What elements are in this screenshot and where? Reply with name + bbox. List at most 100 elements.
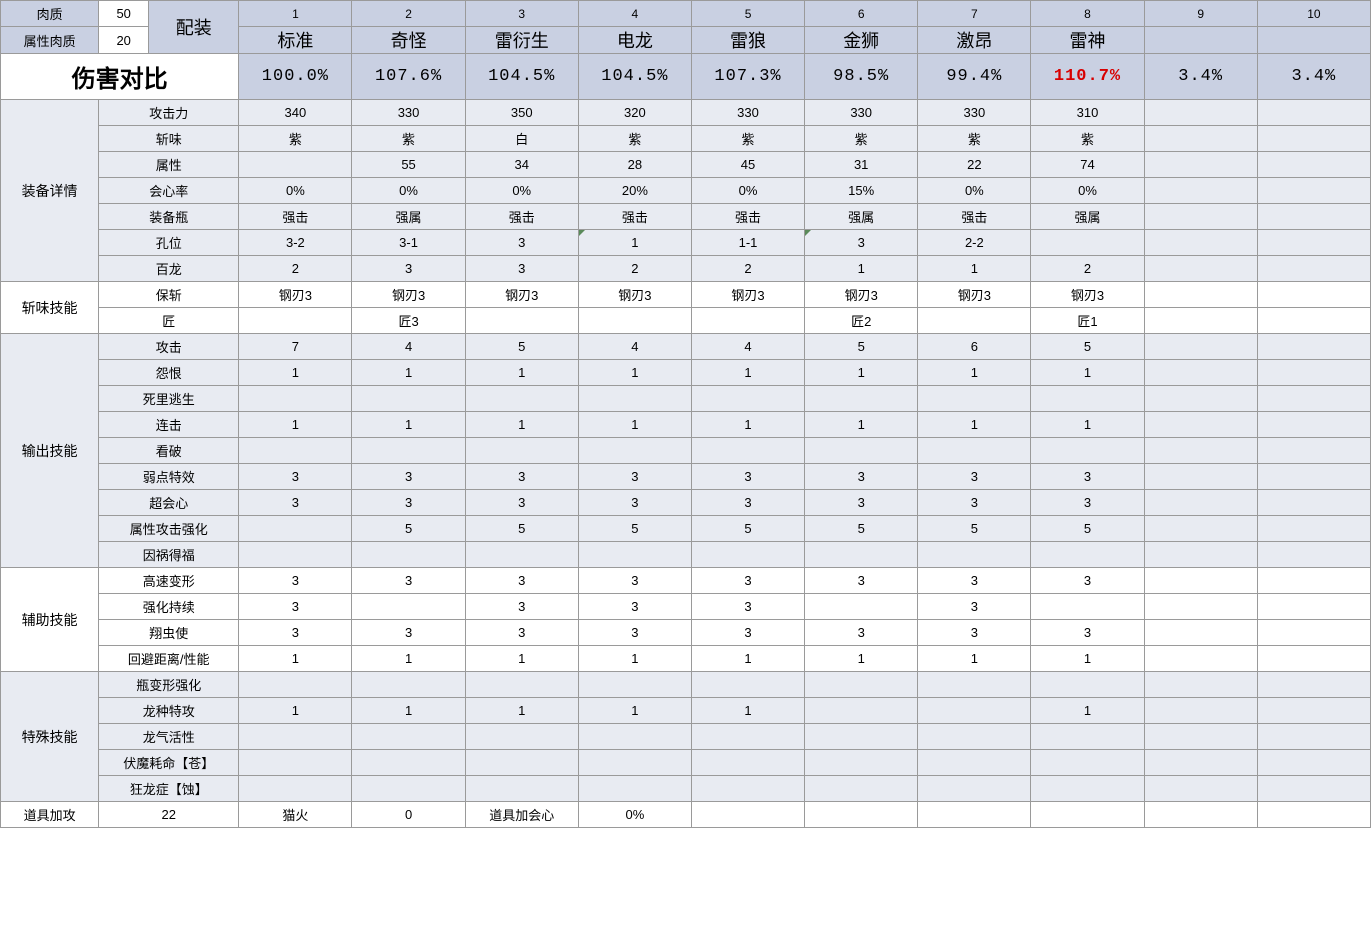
cell-2-1-0[interactable]: 1 [239, 360, 352, 386]
cell-3-1-0[interactable]: 3 [239, 594, 352, 620]
cell-3-0-0[interactable]: 3 [239, 568, 352, 594]
cell-0-6-1[interactable]: 3 [352, 256, 465, 282]
cell-2-1-6[interactable]: 1 [918, 360, 1031, 386]
cell-1-1-6[interactable] [918, 308, 1031, 334]
cell-4-2-8[interactable] [1144, 724, 1257, 750]
cell-4-2-1[interactable] [352, 724, 465, 750]
cell-0-0-1[interactable]: 330 [352, 100, 465, 126]
cell-4-3-9[interactable] [1257, 750, 1370, 776]
cell-3-3-2[interactable]: 1 [465, 646, 578, 672]
cell-0-2-2[interactable]: 34 [465, 152, 578, 178]
cell-3-2-4[interactable]: 3 [691, 620, 804, 646]
cell-2-6-7[interactable]: 3 [1031, 490, 1144, 516]
cell-4-0-6[interactable] [918, 672, 1031, 698]
cell-1-1-9[interactable] [1257, 308, 1370, 334]
cell-2-3-6[interactable]: 1 [918, 412, 1031, 438]
cell-4-0-4[interactable] [691, 672, 804, 698]
cell-0-6-3[interactable]: 2 [578, 256, 691, 282]
cell-2-8-6[interactable] [918, 542, 1031, 568]
cell-3-3-7[interactable]: 1 [1031, 646, 1144, 672]
cell-0-0-6[interactable]: 330 [918, 100, 1031, 126]
cell-0-5-3[interactable]: 1 [578, 230, 691, 256]
cell-2-8-8[interactable] [1144, 542, 1257, 568]
cell-2-1-1[interactable]: 1 [352, 360, 465, 386]
cell-2-1-4[interactable]: 1 [691, 360, 804, 386]
cell-3-0-9[interactable] [1257, 568, 1370, 594]
cell-3-0-7[interactable]: 3 [1031, 568, 1144, 594]
cell-4-2-6[interactable] [918, 724, 1031, 750]
cell-1-0-9[interactable] [1257, 282, 1370, 308]
cell-0-3-5[interactable]: 15% [805, 178, 918, 204]
cell-0-2-0[interactable] [239, 152, 352, 178]
cell-2-7-2[interactable]: 5 [465, 516, 578, 542]
cell-0-1-1[interactable]: 紫 [352, 126, 465, 152]
cell-0-0-4[interactable]: 330 [691, 100, 804, 126]
cell-2-1-7[interactable]: 1 [1031, 360, 1144, 386]
cell-3-0-1[interactable]: 3 [352, 568, 465, 594]
cell-2-8-5[interactable] [805, 542, 918, 568]
cell-4-0-7[interactable] [1031, 672, 1144, 698]
cell-4-4-4[interactable] [691, 776, 804, 802]
cell-4-4-1[interactable] [352, 776, 465, 802]
cell-4-3-6[interactable] [918, 750, 1031, 776]
cell-1-0-8[interactable] [1144, 282, 1257, 308]
cell-1-1-5[interactable]: 匠2 [805, 308, 918, 334]
cell-2-2-1[interactable] [352, 386, 465, 412]
cell-0-4-7[interactable]: 强属 [1031, 204, 1144, 230]
cell-2-5-9[interactable] [1257, 464, 1370, 490]
cell-2-6-0[interactable]: 3 [239, 490, 352, 516]
cell-2-3-5[interactable]: 1 [805, 412, 918, 438]
cell-4-3-7[interactable] [1031, 750, 1144, 776]
cell-2-7-0[interactable] [239, 516, 352, 542]
cell-1-1-8[interactable] [1144, 308, 1257, 334]
cell-0-6-7[interactable]: 2 [1031, 256, 1144, 282]
cell-0-5-4[interactable]: 1-1 [691, 230, 804, 256]
cell-0-0-7[interactable]: 310 [1031, 100, 1144, 126]
cell-3-0-3[interactable]: 3 [578, 568, 691, 594]
cell-2-0-9[interactable] [1257, 334, 1370, 360]
cell-0-4-0[interactable]: 强击 [239, 204, 352, 230]
cell-3-2-5[interactable]: 3 [805, 620, 918, 646]
cell-2-0-7[interactable]: 5 [1031, 334, 1144, 360]
cell-2-2-3[interactable] [578, 386, 691, 412]
cell-4-0-5[interactable] [805, 672, 918, 698]
cell-2-1-9[interactable] [1257, 360, 1370, 386]
cell-2-5-8[interactable] [1144, 464, 1257, 490]
cell-3-2-3[interactable]: 3 [578, 620, 691, 646]
cell-3-0-8[interactable] [1144, 568, 1257, 594]
cell-0-0-9[interactable] [1257, 100, 1370, 126]
cell-0-5-9[interactable] [1257, 230, 1370, 256]
cell-0-1-9[interactable] [1257, 126, 1370, 152]
cell-0-2-6[interactable]: 22 [918, 152, 1031, 178]
cell-2-6-2[interactable]: 3 [465, 490, 578, 516]
cell-0-2-7[interactable]: 74 [1031, 152, 1144, 178]
cell-3-3-9[interactable] [1257, 646, 1370, 672]
cell-4-1-5[interactable] [805, 698, 918, 724]
cell-4-2-3[interactable] [578, 724, 691, 750]
cell-2-2-7[interactable] [1031, 386, 1144, 412]
cell-4-1-2[interactable]: 1 [465, 698, 578, 724]
cell-4-0-2[interactable] [465, 672, 578, 698]
cell-2-7-5[interactable]: 5 [805, 516, 918, 542]
cell-2-3-2[interactable]: 1 [465, 412, 578, 438]
cell-1-0-6[interactable]: 钢刃3 [918, 282, 1031, 308]
cell-0-6-6[interactable]: 1 [918, 256, 1031, 282]
cell-2-6-8[interactable] [1144, 490, 1257, 516]
cell-1-1-4[interactable] [691, 308, 804, 334]
cell-2-4-4[interactable] [691, 438, 804, 464]
cell-2-3-7[interactable]: 1 [1031, 412, 1144, 438]
cell-4-4-8[interactable] [1144, 776, 1257, 802]
cell-0-3-3[interactable]: 20% [578, 178, 691, 204]
cell-0-1-5[interactable]: 紫 [805, 126, 918, 152]
cell-3-1-8[interactable] [1144, 594, 1257, 620]
cell-3-0-4[interactable]: 3 [691, 568, 804, 594]
cell-0-1-2[interactable]: 白 [465, 126, 578, 152]
cell-4-1-4[interactable]: 1 [691, 698, 804, 724]
cell-2-8-7[interactable] [1031, 542, 1144, 568]
cell-3-0-5[interactable]: 3 [805, 568, 918, 594]
cell-1-1-1[interactable]: 匠3 [352, 308, 465, 334]
bottom-val-1[interactable]: 22 [99, 802, 239, 828]
cell-0-4-1[interactable]: 强属 [352, 204, 465, 230]
cell-4-2-9[interactable] [1257, 724, 1370, 750]
cell-0-5-2[interactable]: 3 [465, 230, 578, 256]
